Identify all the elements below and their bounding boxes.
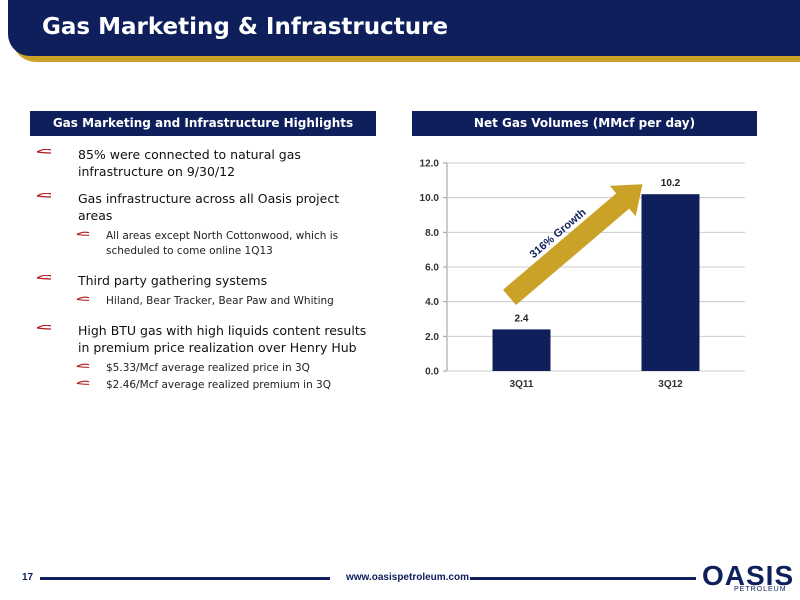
y-tick-label: 8.0 bbox=[425, 228, 439, 239]
y-tick-label: 4.0 bbox=[425, 297, 439, 308]
chart-svg: 0.0 2.0 4.0 6.0 8.0 10.0 12.0 2.4 3Q11 10.2 3Q12 31… bbox=[420, 159, 745, 390]
sub-bullet-item: $5.33/Mcf average realized price in 3Q bbox=[34, 361, 374, 376]
footer-line-left bbox=[40, 577, 330, 580]
bar bbox=[492, 329, 551, 371]
left-panel-header: Gas Marketing and Infrastructure Highlig… bbox=[30, 111, 376, 136]
bullet-marker-icon bbox=[36, 149, 52, 154]
sub-bullet-marker-icon bbox=[76, 296, 90, 301]
page-title: Gas Marketing & Infrastructure bbox=[42, 14, 449, 40]
y-tick-label: 0.0 bbox=[425, 367, 439, 378]
y-tick-label: 10.0 bbox=[420, 193, 440, 204]
bullet-item: Third party gathering systems bbox=[34, 272, 374, 289]
bullet-marker-icon bbox=[36, 275, 52, 280]
data-label: 2.4 bbox=[515, 313, 529, 324]
x-tick-label: 3Q11 bbox=[510, 379, 534, 390]
sub-bullet-marker-icon bbox=[76, 363, 90, 368]
bullet-text: Third party gathering systems bbox=[78, 273, 268, 288]
sub-bullet-item: Hiland, Bear Tracker, Bear Paw and Whiti… bbox=[34, 294, 374, 309]
arrow-shape bbox=[503, 184, 643, 306]
right-panel-header: Net Gas Volumes (MMcf per day) bbox=[412, 111, 757, 136]
bullet-text: Gas infrastructure across all Oasis proj… bbox=[78, 191, 340, 223]
y-tick-label: 12.0 bbox=[420, 159, 440, 170]
bullet-item: Gas infrastructure across all Oasis proj… bbox=[34, 190, 374, 224]
net-gas-volumes-chart: 0.0 2.0 4.0 6.0 8.0 10.0 12.0 2.4 3Q11 10.2 3Q12 31… bbox=[400, 140, 760, 415]
x-tick-label: 3Q12 bbox=[658, 379, 683, 390]
logo-wordmark: OASIS bbox=[702, 560, 795, 591]
highlights-list: 85% were connected to natural gas infras… bbox=[34, 146, 374, 406]
bullet-marker-icon bbox=[36, 193, 52, 198]
footer-line-right bbox=[470, 577, 696, 580]
sub-bullet-text: Hiland, Bear Tracker, Bear Paw and Whiti… bbox=[106, 295, 334, 307]
logo-subtitle: PETROLEUM bbox=[734, 586, 787, 593]
sub-bullet-item: $2.46/Mcf average realized premium in 3Q bbox=[34, 378, 374, 393]
sub-bullet-text: $2.46/Mcf average realized premium in 3Q bbox=[106, 379, 332, 391]
sub-bullet-text: $5.33/Mcf average realized price in 3Q bbox=[106, 362, 310, 374]
bullet-item: High BTU gas with high liquids content r… bbox=[34, 322, 374, 356]
sub-bullet-text: All areas except North Cottonwood, which… bbox=[106, 230, 339, 257]
bullet-item: 85% were connected to natural gas infras… bbox=[34, 146, 374, 180]
website-link[interactable]: www.oasispetroleum.com bbox=[346, 572, 469, 583]
bullet-text: High BTU gas with high liquids content r… bbox=[78, 323, 367, 355]
y-tick-label: 2.0 bbox=[425, 332, 439, 343]
bullet-text: 85% were connected to natural gas infras… bbox=[78, 147, 301, 179]
y-tick-label: 6.0 bbox=[425, 263, 439, 274]
bar bbox=[641, 194, 700, 371]
title-bar bbox=[8, 0, 800, 56]
sub-bullet-marker-icon bbox=[76, 231, 90, 236]
sub-bullet-item: All areas except North Cottonwood, which… bbox=[34, 229, 374, 259]
page-number: 17 bbox=[22, 572, 34, 583]
sub-bullet-marker-icon bbox=[76, 380, 90, 385]
bullet-marker-icon bbox=[36, 325, 52, 330]
data-label: 10.2 bbox=[661, 178, 681, 189]
growth-arrow: 316% Growth bbox=[503, 184, 643, 306]
company-logo: OASIS PETROLEUM bbox=[702, 560, 795, 594]
